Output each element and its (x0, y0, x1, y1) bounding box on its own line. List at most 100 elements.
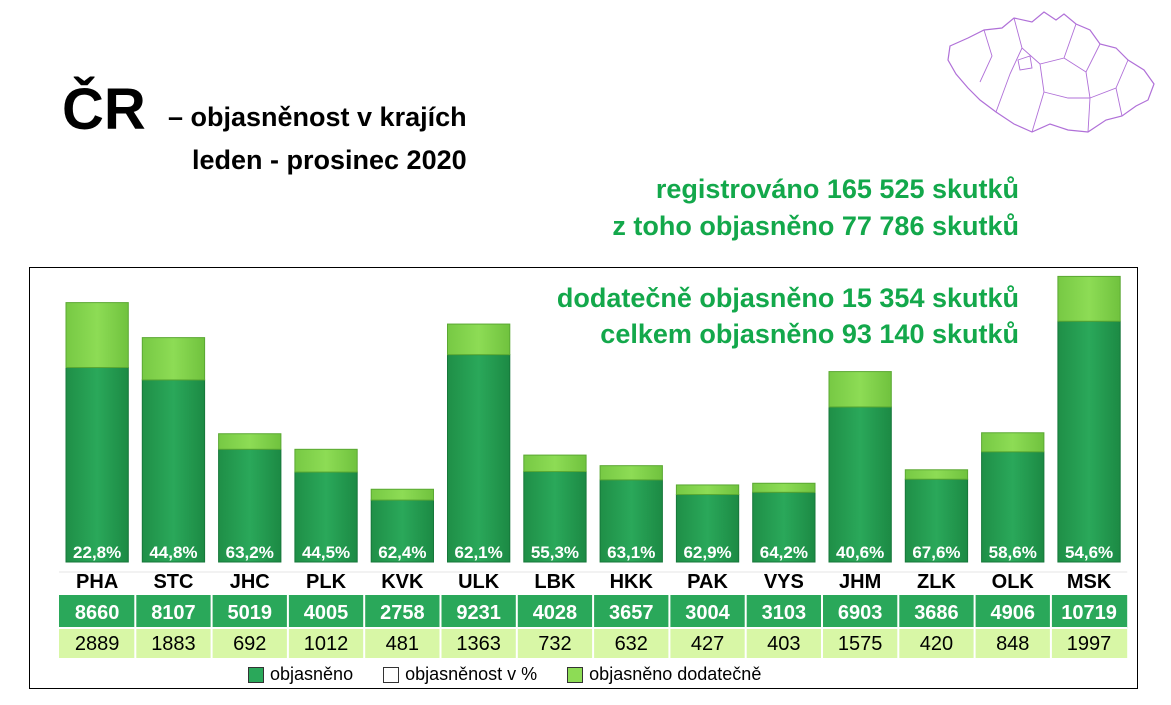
percent-label-pha: 22,8% (73, 543, 121, 562)
cell-additional-plk: 1012 (304, 633, 349, 655)
bar-additional-pak (675, 484, 740, 496)
percent-label-ulk: 62,1% (455, 543, 503, 562)
bar-additional-pha (65, 302, 129, 368)
bar-additional-zlk (904, 469, 969, 480)
stat-cleared: z toho objasněno 77 786 skutků (612, 211, 1019, 241)
page-subtitle: – objasněnost v krajích (168, 102, 467, 132)
bar-cleared-zlk (904, 478, 969, 563)
bar-cleared-jhm (828, 406, 892, 563)
category-label-zlk: ZLK (917, 571, 956, 593)
category-label-pak: PAK (687, 571, 728, 593)
percent-label-lbk: 55,3% (531, 543, 579, 562)
category-label-lbk: LBK (534, 571, 576, 593)
cell-additional-kvk: 481 (386, 633, 419, 655)
cell-cleared-lbk: 4028 (533, 602, 578, 624)
bar-additional-plk (294, 448, 358, 473)
bar-additional-ulk (447, 323, 511, 356)
cell-additional-msk: 1997 (1067, 633, 1112, 655)
cell-cleared-zlk: 3686 (914, 602, 959, 624)
legend-label-percent: objasněnost v % (405, 664, 538, 684)
bar-additional-msk (1057, 275, 1121, 322)
cell-cleared-vys: 3103 (762, 602, 807, 624)
czech-map-icon (947, 11, 1155, 133)
cell-cleared-olk: 4906 (991, 602, 1036, 624)
cell-additional-ulk: 1363 (456, 633, 501, 655)
bar-cleared-msk (1057, 320, 1121, 563)
cell-additional-olk: 848 (996, 633, 1029, 655)
cell-cleared-stc: 8107 (151, 602, 196, 624)
category-label-pha: PHA (76, 571, 118, 593)
legend-label-cleared: objasněno (270, 664, 354, 684)
legend-swatch-additional (567, 666, 584, 683)
percent-label-pak: 62,9% (683, 543, 731, 562)
legend-item-additional: objasněno dodatečně (567, 664, 761, 685)
cell-cleared-pak: 3004 (685, 602, 730, 624)
category-label-jhm: JHM (839, 571, 881, 593)
bar-cleared-stc (141, 379, 206, 563)
percent-label-stc: 44,8% (149, 543, 197, 562)
cell-cleared-plk: 4005 (304, 602, 349, 624)
cell-cleared-jhc: 5019 (228, 602, 273, 624)
category-label-jhc: JHC (230, 571, 270, 593)
category-label-stc: STC (153, 571, 193, 593)
percent-label-hkk: 63,1% (607, 543, 655, 562)
category-label-kvk: KVK (381, 571, 424, 593)
legend-swatch-percent (383, 666, 400, 683)
bar-cleared-kvk (370, 499, 435, 563)
bar-additional-vys (752, 482, 816, 493)
bar-additional-olk (981, 432, 1045, 453)
legend-swatch-cleared (248, 666, 264, 683)
percent-label-msk: 54,6% (1065, 543, 1113, 562)
cell-cleared-kvk: 2758 (380, 602, 425, 624)
legend-item-cleared: objasněno (248, 664, 353, 685)
bar-cleared-jhc (218, 448, 282, 563)
cell-cleared-msk: 10719 (1061, 602, 1117, 624)
bar-cleared-pha (65, 366, 129, 563)
bar-cleared-vys (752, 491, 816, 563)
percent-label-plk: 44,5% (302, 543, 350, 562)
bar-additional-jhc (218, 433, 282, 450)
bar-cleared-plk (294, 471, 358, 563)
bar-cleared-lbk (523, 471, 587, 563)
cell-additional-jhm: 1575 (838, 633, 883, 655)
percent-label-vys: 64,2% (760, 543, 808, 562)
bar-additional-hkk (599, 465, 663, 481)
bar-additional-lbk (523, 454, 587, 473)
chart-frame (29, 267, 1138, 689)
category-label-vys: VYS (764, 571, 804, 593)
category-label-ulk: ULK (458, 571, 500, 593)
cell-additional-vys: 403 (767, 633, 800, 655)
cell-additional-stc: 1883 (151, 633, 196, 655)
bar-additional-kvk (370, 488, 435, 501)
chart-legend: objasněno objasněnost v % objasněno doda… (248, 664, 791, 685)
percent-label-olk: 58,6% (989, 543, 1037, 562)
category-label-plk: PLK (306, 571, 347, 593)
cell-cleared-pha: 8660 (75, 602, 120, 624)
percent-label-jhm: 40,6% (836, 543, 884, 562)
bar-cleared-pak (675, 494, 740, 563)
legend-label-additional: objasněno dodatečně (589, 664, 762, 684)
bar-cleared-hkk (599, 479, 663, 563)
percent-label-jhc: 63,2% (226, 543, 274, 562)
bar-additional-jhm (828, 371, 892, 408)
percent-label-kvk: 62,4% (378, 543, 426, 562)
cell-cleared-jhm: 6903 (838, 602, 883, 624)
cell-additional-zlk: 420 (920, 633, 953, 655)
cell-additional-pha: 2889 (75, 633, 120, 655)
cell-cleared-hkk: 3657 (609, 602, 654, 624)
percent-label-zlk: 67,6% (912, 543, 960, 562)
cell-additional-lbk: 732 (538, 633, 571, 655)
legend-item-percent: objasněnost v % (383, 664, 537, 685)
stat-additionally-cleared: dodatečně objasněno 15 354 skutků (556, 283, 1019, 313)
cell-additional-jhc: 692 (233, 633, 266, 655)
bar-additional-stc (141, 337, 206, 381)
stat-total-cleared: celkem objasněno 93 140 skutků (600, 319, 1019, 349)
page-title: ČR (62, 77, 146, 142)
cell-additional-pak: 427 (691, 633, 724, 655)
category-label-hkk: HKK (610, 571, 654, 593)
category-label-olk: OLK (992, 571, 1035, 593)
bar-cleared-ulk (447, 354, 511, 563)
cell-cleared-ulk: 9231 (456, 602, 501, 624)
stat-registered: registrováno 165 525 skutků (655, 174, 1019, 204)
